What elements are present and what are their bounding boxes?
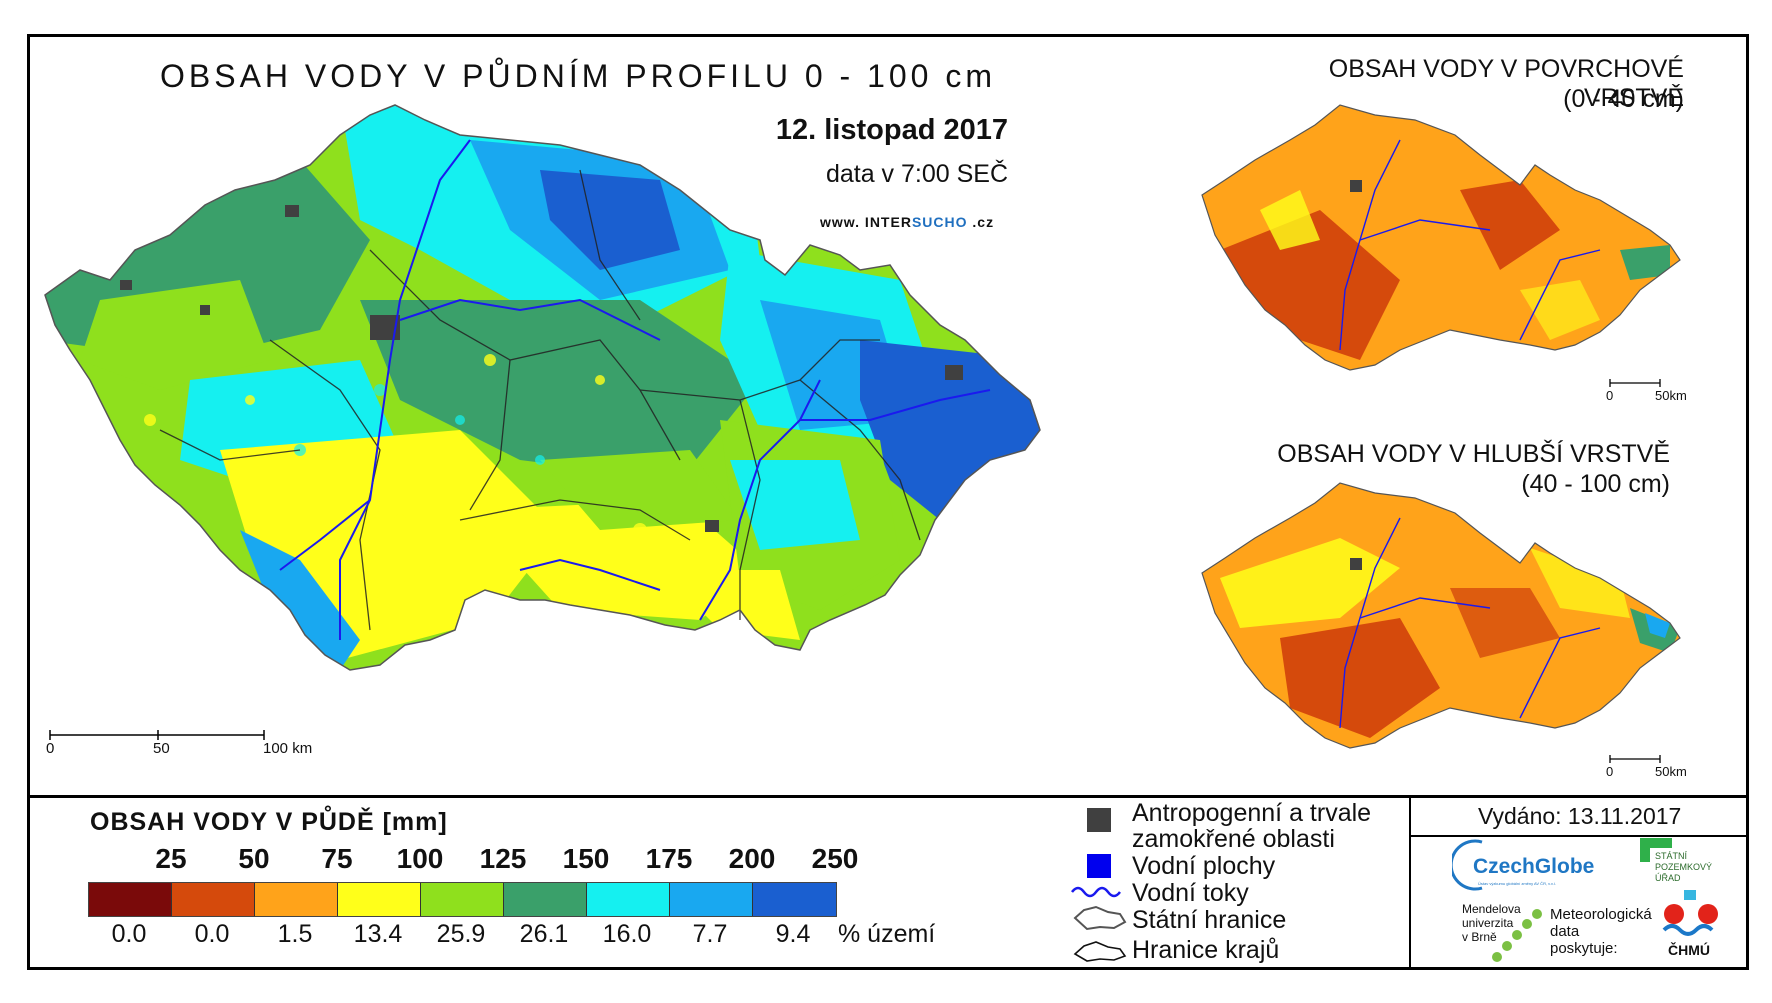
meteo-line1: Meteorologická: [1550, 906, 1652, 923]
legend-threshold: 50: [238, 843, 270, 874]
mendel-line3: v Brně: [1462, 930, 1497, 944]
meteo-line2: data: [1550, 923, 1580, 940]
mendel-dots-icon: [1492, 909, 1542, 962]
legend-class-3: [255, 883, 338, 916]
main-scale-label-50: 50: [153, 740, 170, 757]
legend-threshold: 25: [155, 843, 187, 874]
main-soil-water-map: [44, 104, 1041, 671]
legend-percent: 13.4: [353, 920, 403, 948]
issued-divider: [1409, 835, 1749, 837]
chmu-logo-icon: [1662, 890, 1718, 936]
website-label: www. INTERSUCHO .cz: [820, 214, 994, 230]
legend-class-1: [89, 883, 172, 916]
water-body-label: Vodní plochy: [1132, 852, 1276, 880]
legend-threshold: 250: [811, 843, 859, 874]
legend-percent: 25.9: [436, 920, 486, 948]
issued-date: Vydáno: 13.11.2017: [1478, 803, 1682, 829]
legend-class-8: [670, 883, 753, 916]
legend-class-2: [172, 883, 255, 916]
legend-threshold: 125: [479, 843, 527, 874]
anthropogenic-label-2: zamokřené oblasti: [1132, 825, 1335, 853]
surface-layer-map: [1201, 104, 1681, 371]
legend-color-classes: [88, 882, 837, 917]
legend-threshold: 75: [321, 843, 353, 874]
region-border-icon: [1073, 941, 1127, 962]
top-scale-label-0: 0: [1606, 388, 1614, 403]
anthropogenic-label-1: Antropogenní a trvale: [1132, 799, 1372, 827]
mendel-logo: Mendelova univerzita v Brně: [1462, 902, 1521, 944]
legend-percent: 0.0: [194, 920, 230, 948]
legend-class-6: [504, 883, 587, 916]
top-scale-label-50: 50km: [1655, 388, 1687, 403]
bottom-map-subtitle: (40 - 100 cm): [1521, 470, 1670, 498]
czechglobe-logo-icon: [1452, 839, 1483, 891]
czechglobe-sub: Ústav výzkumu globální změny AV ČR, v.v.…: [1478, 881, 1556, 886]
legend-class-9: [753, 883, 836, 916]
website-prefix: www. INTER: [820, 214, 912, 230]
legend-percent: 7.7: [692, 920, 728, 948]
bottom-scale-label-0: 0: [1606, 764, 1614, 779]
bottom-scale-bar: [1609, 755, 1661, 763]
czechglobe-logo: CzechGlobe: [1473, 855, 1595, 878]
spu-logo-stem: [1640, 838, 1650, 862]
main-scale-bar: [49, 730, 265, 740]
stream-line-icon: [1071, 886, 1121, 898]
main-map-title: OBSAH VODY V PŮDNÍM PROFILU 0 - 100 cm: [160, 58, 997, 94]
legend-divider: [27, 795, 1749, 798]
top-map-subtitle: (0 - 40 cm): [1563, 85, 1684, 113]
main-map-date: 12. listopad 2017: [775, 114, 1008, 146]
spu-line3: ÚŘAD: [1655, 873, 1681, 883]
main-map-time: data v 7:00 SEČ: [825, 160, 1008, 188]
top-map-title: OBSAH VODY V POVRCHOVÉ VRSTVĚ: [1328, 55, 1684, 112]
mendel-line2: univerzita: [1462, 916, 1514, 930]
legend-percent: 1.5: [277, 920, 313, 948]
spu-line1: STÁTNÍ: [1655, 851, 1688, 861]
stream-label: Vodní toky: [1132, 879, 1249, 907]
main-scale-label-100: 100 km: [263, 740, 313, 757]
main-scale-label-0: 0: [46, 740, 55, 757]
website-suffix: .cz: [967, 214, 995, 230]
chmu-logo: ČHMÚ: [1668, 942, 1710, 958]
legend-percent: 9.4: [775, 920, 811, 948]
spu-line2: POZEMKOVÝ: [1655, 862, 1713, 872]
legend-class-7: [587, 883, 670, 916]
legend-divider-vertical: [1409, 795, 1411, 970]
legend-percent: 0.0: [111, 920, 147, 948]
legend-percent: 16.0: [602, 920, 652, 948]
deep-layer-map: [1201, 482, 1681, 749]
legend-class-4: [338, 883, 421, 916]
bottom-map-title: OBSAH VODY V HLUBŠÍ VRSTVĚ: [1277, 440, 1670, 468]
legend-threshold: 200: [728, 843, 776, 874]
state-border-label: Státní hranice: [1132, 906, 1287, 934]
state-border-icon: [1073, 905, 1127, 931]
bottom-scale-label-50: 50km: [1655, 764, 1687, 779]
website-accent: SUCHO: [911, 214, 968, 230]
legend-title: OBSAH VODY V PŮDĚ [mm]: [90, 808, 448, 836]
region-border-label: Hranice krajů: [1132, 936, 1280, 964]
top-scale-bar: [1609, 379, 1661, 387]
legend-class-5: [421, 883, 504, 916]
meteo-data-label: Meteorologická data poskytuje:: [1550, 906, 1652, 957]
spu-logo-bar: [1640, 838, 1672, 848]
legend-threshold: 150: [562, 843, 610, 874]
legend-percent: 26.1: [519, 920, 569, 948]
legend-threshold: 100: [396, 843, 444, 874]
mendel-line1: Mendelova: [1462, 902, 1521, 916]
anthropogenic-area-swatch: [1087, 808, 1111, 832]
meteo-line3: poskytuje:: [1550, 940, 1618, 957]
water-body-swatch: [1087, 854, 1111, 878]
legend-threshold: 175: [645, 843, 693, 874]
legend-percent-unit: % území: [838, 920, 936, 948]
spu-logo: STÁTNÍ POZEMKOVÝ ÚŘAD: [1655, 851, 1712, 884]
